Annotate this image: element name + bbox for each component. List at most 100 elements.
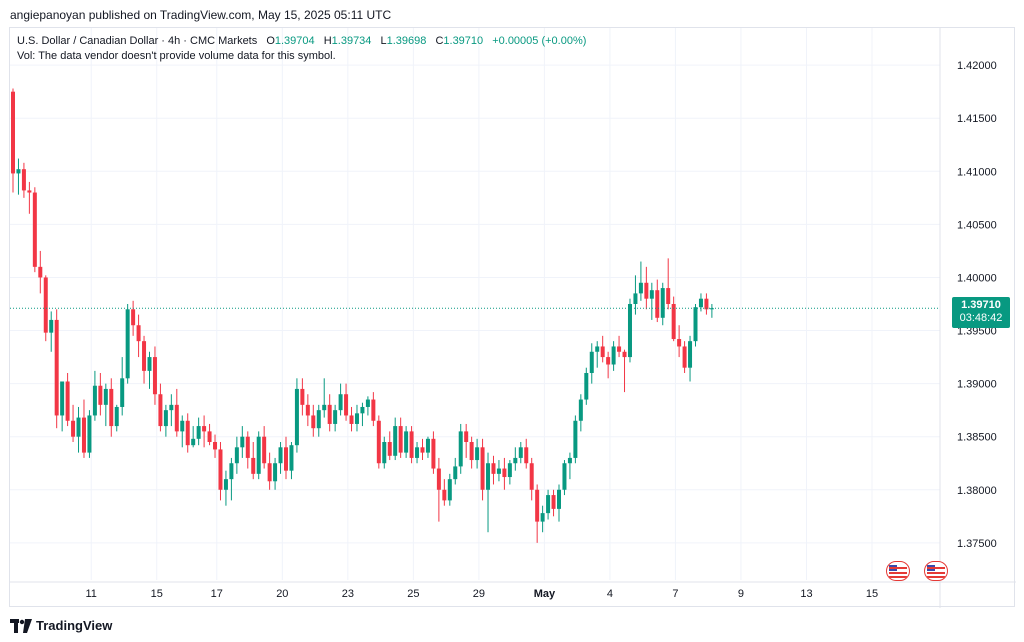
candle[interactable] xyxy=(284,436,288,480)
candle[interactable] xyxy=(578,394,583,432)
candle[interactable] xyxy=(557,484,561,522)
footer-brand[interactable]: TradingView xyxy=(10,618,112,633)
candle[interactable] xyxy=(633,275,638,315)
candle[interactable] xyxy=(316,404,321,437)
candle[interactable] xyxy=(38,250,43,294)
candle[interactable] xyxy=(513,447,518,471)
candle[interactable] xyxy=(278,442,283,474)
candle[interactable] xyxy=(704,293,709,315)
candle[interactable] xyxy=(486,452,491,533)
candle[interactable] xyxy=(103,383,108,427)
candle[interactable] xyxy=(535,484,540,543)
candle[interactable] xyxy=(617,335,622,358)
candle[interactable] xyxy=(425,436,430,458)
candle[interactable] xyxy=(92,370,97,421)
symbol-label[interactable]: U.S. Dollar / Canadian Dollar · 4h · CMC… xyxy=(17,35,258,47)
candle[interactable] xyxy=(294,378,299,453)
candle[interactable] xyxy=(442,479,447,506)
candle[interactable] xyxy=(21,162,26,198)
candle[interactable] xyxy=(27,181,32,214)
candle[interactable] xyxy=(196,417,201,446)
candle[interactable] xyxy=(387,431,392,461)
candle[interactable] xyxy=(420,438,425,461)
candle[interactable] xyxy=(136,314,141,358)
candle[interactable] xyxy=(147,351,152,389)
candle[interactable] xyxy=(469,436,474,469)
candle[interactable] xyxy=(338,383,343,416)
candle[interactable] xyxy=(595,341,600,368)
candle[interactable] xyxy=(649,282,654,320)
candle[interactable] xyxy=(65,373,70,427)
candle[interactable] xyxy=(300,378,305,416)
candle[interactable] xyxy=(87,410,92,458)
candle[interactable] xyxy=(562,460,567,496)
candle[interactable] xyxy=(256,431,261,480)
candle[interactable] xyxy=(518,442,523,464)
candle[interactable] xyxy=(529,457,534,501)
candle[interactable] xyxy=(606,351,611,379)
candle[interactable] xyxy=(327,394,332,432)
candle[interactable] xyxy=(693,304,698,347)
candle[interactable] xyxy=(191,426,196,448)
candle[interactable] xyxy=(49,311,54,352)
candle[interactable] xyxy=(464,423,469,458)
candle[interactable] xyxy=(644,266,649,310)
candle[interactable] xyxy=(98,373,103,416)
candle[interactable] xyxy=(551,489,556,517)
candle[interactable] xyxy=(11,88,15,193)
candle[interactable] xyxy=(365,396,370,416)
candle[interactable] xyxy=(234,436,239,474)
candle[interactable] xyxy=(376,415,381,469)
candle[interactable] xyxy=(267,452,272,490)
candle[interactable] xyxy=(638,261,643,301)
candle[interactable] xyxy=(682,341,687,373)
candle[interactable] xyxy=(600,335,605,363)
candle[interactable] xyxy=(163,404,168,437)
candle[interactable] xyxy=(289,442,294,480)
candle[interactable] xyxy=(311,404,316,437)
candle[interactable] xyxy=(76,406,81,453)
candle[interactable] xyxy=(142,335,147,384)
us-flag-event-icon[interactable] xyxy=(924,561,948,581)
candle[interactable] xyxy=(382,436,387,469)
candle[interactable] xyxy=(655,279,660,323)
candle[interactable] xyxy=(398,417,403,458)
candle[interactable] xyxy=(584,367,589,405)
candle[interactable] xyxy=(491,455,496,485)
candle[interactable] xyxy=(453,457,458,485)
candle[interactable] xyxy=(273,457,278,490)
candle[interactable] xyxy=(152,346,157,405)
candlestick-chart[interactable]: 1.42000 1.41500 1.41000 1.40500 1.40000 1.395… xyxy=(10,28,1016,608)
candle[interactable] xyxy=(627,298,632,363)
candle[interactable] xyxy=(480,438,485,501)
candle[interactable] xyxy=(567,452,572,480)
candle[interactable] xyxy=(666,258,671,310)
candle[interactable] xyxy=(218,442,223,501)
candle[interactable] xyxy=(207,423,212,446)
candle[interactable] xyxy=(409,426,414,464)
candle[interactable] xyxy=(158,383,163,432)
candle[interactable] xyxy=(223,470,228,506)
candle[interactable] xyxy=(660,282,665,326)
candle[interactable] xyxy=(43,275,48,342)
candle[interactable] xyxy=(81,399,86,458)
candle[interactable] xyxy=(251,442,256,480)
candle[interactable] xyxy=(393,417,398,461)
candle[interactable] xyxy=(109,378,114,437)
candle[interactable] xyxy=(360,402,365,427)
candle[interactable] xyxy=(371,392,376,427)
candle[interactable] xyxy=(404,426,409,458)
candle[interactable] xyxy=(502,457,507,490)
candle[interactable] xyxy=(349,406,354,432)
candle[interactable] xyxy=(262,426,267,469)
candle[interactable] xyxy=(431,431,436,474)
candle[interactable] xyxy=(540,505,545,533)
candle[interactable] xyxy=(496,460,501,482)
candle[interactable] xyxy=(354,404,359,432)
candle[interactable] xyxy=(589,343,594,384)
candle[interactable] xyxy=(709,304,714,318)
candle[interactable] xyxy=(229,457,234,501)
candle[interactable] xyxy=(305,394,310,427)
candle[interactable] xyxy=(180,415,185,448)
candle[interactable] xyxy=(213,434,218,458)
